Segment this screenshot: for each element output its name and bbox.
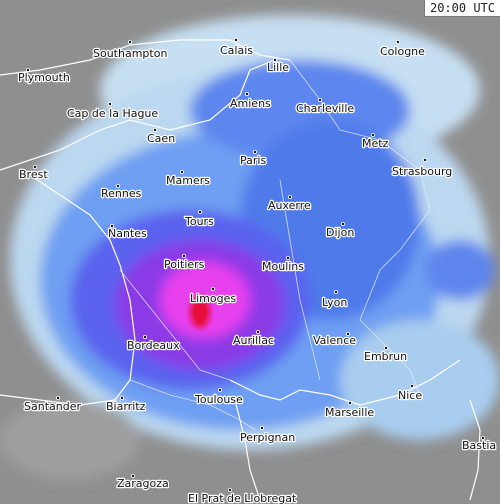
city-label: Bordeaux: [127, 339, 180, 352]
city-dot: [233, 38, 238, 43]
city-dot: [383, 345, 388, 350]
city-dot: [210, 286, 215, 291]
heavy-echo: [190, 296, 210, 328]
city-label: Calais: [220, 44, 253, 57]
city-dot: [120, 395, 125, 400]
city-label: Biarritz: [106, 400, 146, 413]
city-label: Paris: [240, 154, 266, 167]
city-dot: [127, 40, 132, 45]
city-label: Caen: [147, 132, 175, 145]
city-dot: [108, 102, 113, 107]
city-dot: [272, 58, 277, 63]
city-dot: [340, 221, 345, 226]
city-dot: [227, 487, 232, 492]
borders: [119, 59, 431, 431]
city-label: Limoges: [190, 292, 236, 305]
city-label: Moulins: [262, 260, 304, 273]
city-label: Nice: [398, 389, 422, 402]
city-label: Perpignan: [240, 431, 295, 444]
city-label: Lyon: [322, 296, 347, 309]
city-label: Auxerre: [268, 199, 311, 212]
city-label: Lille: [267, 61, 289, 74]
city-label: El Prat de Llobregat: [188, 492, 297, 504]
city-dot: [259, 425, 264, 430]
city-dot: [422, 157, 427, 162]
city-dot: [317, 98, 322, 103]
city-label: Toulouse: [194, 393, 243, 406]
city-dot: [142, 334, 147, 339]
city-dot: [179, 169, 184, 174]
city-label: Cap de la Hague: [67, 107, 158, 120]
city-label: Charleville: [296, 102, 354, 115]
city-label: Nantes: [108, 227, 147, 240]
city-dot: [409, 383, 414, 388]
city-dot: [181, 253, 186, 258]
city-label: Embrun: [364, 350, 407, 363]
city-dot: [217, 387, 222, 392]
city-dot: [395, 40, 400, 45]
city-label: Cologne: [380, 45, 425, 58]
city-dot: [25, 68, 30, 73]
city-label: Mamers: [166, 174, 210, 187]
city-label: Metz: [362, 137, 389, 150]
city-label: Rennes: [101, 187, 142, 200]
city-dot: [130, 473, 135, 478]
city-dot: [56, 395, 61, 400]
radar-echoes: [0, 15, 500, 480]
city-label: Valence: [313, 334, 356, 347]
city-dot: [370, 132, 375, 137]
city-label: Brest: [19, 168, 48, 181]
city-label: Aurillac: [233, 334, 274, 347]
city-dot: [255, 329, 260, 334]
city-labels: Southampton Calais Cologne Plymouth Lill…: [17, 43, 498, 504]
city-dot: [333, 289, 338, 294]
city-label: Strasbourg: [392, 165, 452, 178]
city-dot: [480, 435, 485, 440]
coastlines: [0, 39, 481, 501]
city-dot: [110, 223, 115, 228]
city-label: Southampton: [93, 47, 167, 60]
city-dot: [347, 400, 352, 405]
city-dot: [33, 164, 38, 169]
city-dots: [25, 38, 485, 492]
city-label: Tours: [184, 215, 214, 228]
city-label: Santander: [24, 400, 81, 413]
city-dot: [197, 209, 202, 214]
city-dot: [252, 149, 257, 154]
city-label: Plymouth: [18, 71, 70, 84]
city-label: Dijon: [326, 226, 354, 239]
city-dot: [244, 92, 249, 97]
city-dot: [116, 183, 121, 188]
city-dot: [287, 194, 292, 199]
city-label: Zaragoza: [117, 477, 169, 490]
city-label: Amiens: [230, 97, 271, 110]
city-dot: [152, 127, 157, 132]
city-label: Marseille: [325, 406, 374, 419]
city-dot: [345, 331, 350, 336]
timestamp: 20:00 UTC: [423, 0, 500, 17]
city-dot: [285, 255, 290, 260]
city-label: Poitiers: [164, 258, 205, 271]
city-label: Bastia: [462, 439, 496, 452]
